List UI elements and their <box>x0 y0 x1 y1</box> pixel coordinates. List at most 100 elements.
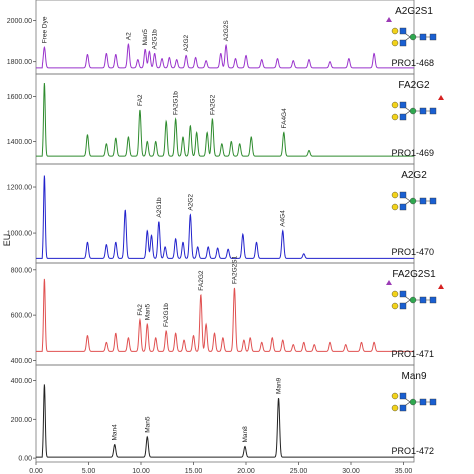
glycan-circle <box>391 302 399 310</box>
glycan-circle <box>409 197 417 205</box>
glycan-circle <box>391 27 399 35</box>
y-tick-label: 1400.00 <box>7 139 32 146</box>
peak-label: Man8 <box>242 426 249 443</box>
glycan-structure-icon <box>391 191 437 211</box>
sample-label: PRO1-472 <box>391 446 434 456</box>
fucose-mark <box>438 95 444 100</box>
y-tick-label: 1000.00 <box>7 231 32 238</box>
peak-label: Free Dye <box>41 16 48 43</box>
panel-frame <box>35 364 415 463</box>
y-axis-label: EU <box>2 234 12 247</box>
y-tick-label: 2000.00 <box>7 18 32 25</box>
glycan-circle <box>391 113 399 121</box>
glycan-square <box>399 39 407 47</box>
x-tick-label: 10.00 <box>132 468 150 474</box>
glycan-circle <box>391 101 399 109</box>
glycan-square <box>429 33 437 41</box>
glycan-square <box>399 392 407 400</box>
glycan-name: A2G2S1 <box>395 6 433 17</box>
peak-label: FA2 <box>137 94 144 106</box>
peak-label: A2G2 <box>183 34 190 51</box>
glycan-structure-icon <box>386 280 444 310</box>
sample-label: PRO1-469 <box>391 148 434 158</box>
panel-pro1-471: 400.00 600.00 800.00 FA2 Man5 FA2G1b FA2G2 FA2G… <box>11 255 444 366</box>
glycan-structure-icon <box>386 17 437 47</box>
x-tick-label: 15.00 <box>185 468 203 474</box>
peak-label: Man5 <box>144 416 151 433</box>
y-tick-label: 1600.00 <box>7 94 32 101</box>
x-axis: 0.00 5.00 10.00 15.00 20.00 25.00 30.00 35.00 <box>29 462 412 474</box>
panel-pro1-470: 1000.00 1200.00 A2G1b A2G2 A4G4 PRO1-470 A2G2 <box>7 163 437 264</box>
glycan-square <box>419 398 427 406</box>
peak-label: Man9 <box>276 377 283 394</box>
y-tick-label: 600.00 <box>11 313 33 320</box>
glycan-square <box>429 296 437 304</box>
y-tick-label: 0.00 <box>18 456 32 463</box>
glycan-circle <box>409 107 417 115</box>
peak-label: FA2G2 <box>209 94 216 115</box>
x-tick-label: 25.00 <box>290 468 308 474</box>
glycan-circle <box>409 398 417 406</box>
glycan-name: FA2G2 <box>398 80 430 91</box>
glycan-structure-icon <box>391 95 444 121</box>
trace-line-pro1-470 <box>36 175 414 259</box>
fucose-mark <box>438 284 444 289</box>
peak-label: FA2G1b <box>173 91 180 115</box>
peak-label: A2G2 <box>187 194 194 211</box>
glycan-square <box>399 27 407 35</box>
glycan-square <box>399 404 407 412</box>
y-tick-label: 200.00 <box>11 417 33 424</box>
peak-label: Man4 <box>112 424 119 441</box>
x-tick-label: 0.00 <box>29 468 43 474</box>
glycan-name: A2G2 <box>401 170 427 181</box>
glycan-square <box>399 203 407 211</box>
sample-label: PRO1-468 <box>391 58 434 68</box>
glycan-square <box>419 197 427 205</box>
peak-label: FA2G2S1 <box>231 255 238 284</box>
trace-line-pro1-468 <box>36 42 414 69</box>
glycan-square <box>419 107 427 115</box>
sialic-acid-mark <box>386 280 392 285</box>
peak-label: A2G2S <box>223 20 230 42</box>
sialic-acid-mark <box>386 17 392 22</box>
glycan-circle <box>391 191 399 199</box>
glycan-circle <box>391 392 399 400</box>
peak-label: Man5 <box>142 29 149 46</box>
peak-label: FA2G2 <box>198 270 205 291</box>
glycan-square <box>399 302 407 310</box>
glycan-square <box>429 398 437 406</box>
glycan-name: FA2G2S1 <box>392 269 436 280</box>
x-tick-label: 35.00 <box>395 468 413 474</box>
glycan-circle <box>391 39 399 47</box>
glycan-square <box>399 101 407 109</box>
peak-label: A4G4 <box>280 210 287 227</box>
glycan-square <box>429 107 437 115</box>
peak-label: A2 <box>125 32 132 40</box>
panel-pro1-472: 0.00 200.00 400.00 Man4 Man5 Man8 Man9 PRO1-472… <box>11 364 437 463</box>
glycan-circle <box>391 203 399 211</box>
glycan-square <box>399 191 407 199</box>
x-tick-label: 20.00 <box>237 468 255 474</box>
sample-label: PRO1-470 <box>391 247 434 257</box>
y-tick-label: 400.00 <box>11 378 33 385</box>
glycan-square <box>399 113 407 121</box>
peak-label: A2G1b <box>156 197 163 218</box>
glycan-circle <box>391 290 399 298</box>
glycan-circle <box>409 296 417 304</box>
x-tick-label: 5.00 <box>82 468 96 474</box>
glycan-square <box>399 290 407 298</box>
peak-label: A2G1b <box>152 29 159 50</box>
y-tick-label: 400.00 <box>11 358 33 365</box>
y-tick-label: 1200.00 <box>7 185 32 192</box>
peak-label: FA2 <box>137 304 144 316</box>
glycan-square <box>419 33 427 41</box>
trace-line-pro1-472 <box>36 384 414 458</box>
glycan-circle <box>409 33 417 41</box>
peak-label: Man5 <box>144 304 151 321</box>
trace-line-pro1-471 <box>36 278 414 352</box>
sample-label: PRO1-471 <box>391 349 434 359</box>
peak-label: FA4G4 <box>281 108 288 129</box>
